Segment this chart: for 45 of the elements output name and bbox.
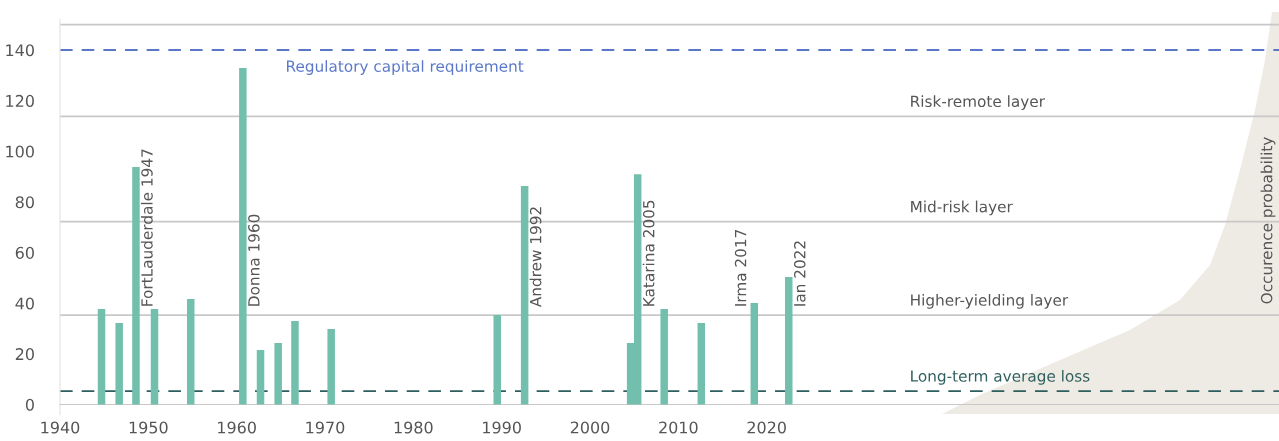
data-label: Katarina 2005 [642,200,655,306]
x-tick-label: 1940 [41,421,80,434]
y-tick-label: 0 [25,398,34,411]
y-tick-label: 100 [6,145,34,158]
y-tick-label: 80 [15,196,34,209]
y-tick-label: 20 [15,348,34,361]
data-label: Donna 1960 [248,214,260,306]
bar [493,315,501,405]
bar [291,320,299,405]
bar [256,350,265,405]
bar [186,298,195,405]
bar [785,276,793,405]
bar [660,309,668,405]
x-tick-label: 2000 [570,421,610,434]
bar [697,322,706,405]
data-label: Ian 2022 [793,241,806,306]
ref-line-label: Mid-risk layer [911,200,1013,216]
bar [750,302,759,405]
bar [520,185,529,405]
data-label: Andrew 1992 [529,207,542,308]
ref-line-label: Risk-remote layer [911,95,1045,111]
bar [239,68,247,405]
y-tick-label: 60 [15,246,34,259]
y-tick-label: 140 [6,44,34,57]
bar [97,309,106,405]
ref-line-label: Regulatory capital requirement [287,60,524,75]
y-tick-label: 120 [6,94,34,107]
x-tick-label: 1990 [483,421,521,434]
data-label: FortLauderdale 1947 [140,149,153,306]
y-tick-label: 40 [15,297,34,310]
ref-line-label: Long-term average loss [911,369,1090,385]
x-tick-label: 1970 [306,421,345,434]
data-label: Irma 2017 [734,229,747,306]
bar [115,322,123,405]
x-tick-label: 1950 [129,421,168,434]
bar [150,309,159,405]
x-tick-label: 1960 [218,421,256,434]
x-tick-label: 2020 [747,421,786,434]
bar [274,342,282,405]
x-tick-label: 1980 [394,421,433,434]
bar [132,167,140,405]
bar [327,329,335,405]
ref-line-label: Higher-yielding layer [911,294,1069,309]
annotation: Occurence probability [1260,137,1276,304]
x-tick-label: 2010 [659,421,698,434]
